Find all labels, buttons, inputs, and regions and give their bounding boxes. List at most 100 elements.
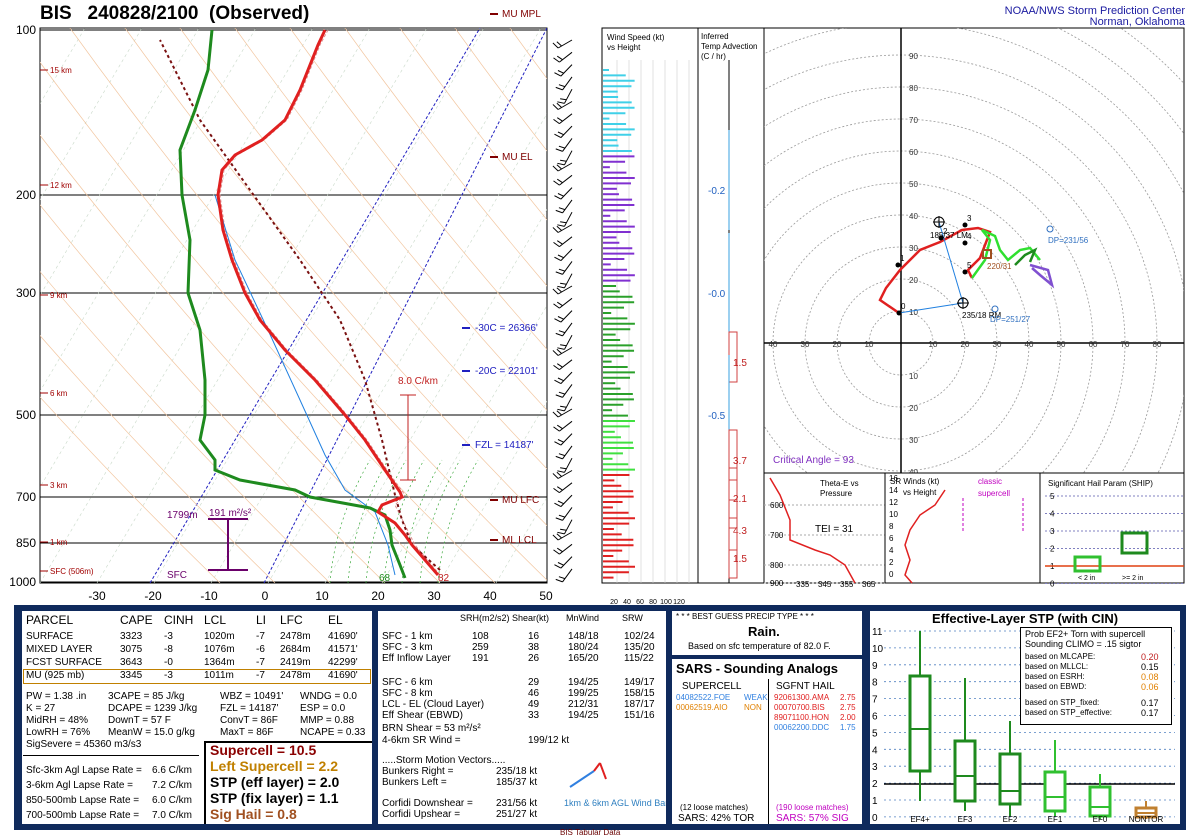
height-label: 6 km (50, 389, 68, 398)
parcel-cell: 3345 (120, 670, 143, 681)
sr46-label: 4-6km SR Wind = (382, 735, 461, 746)
barb-staff (559, 51, 573, 63)
barb-flag (555, 148, 563, 152)
hodo-xtick: 40 (769, 340, 778, 349)
composite-param: Sig Hail = 0.8 (210, 806, 297, 822)
stp-ylabel: 1 (872, 796, 878, 807)
barb-flag (555, 517, 563, 521)
hodo-km-label: 2 (943, 227, 948, 236)
composite-param: Left Supercell = 2.2 (210, 758, 338, 774)
barb-flag (557, 531, 565, 535)
wind-barb (553, 543, 573, 555)
barb-flag (558, 576, 566, 580)
barb-flag (556, 301, 563, 307)
barb-flag (554, 195, 562, 200)
srw-ylabel: 8 (889, 522, 894, 531)
barb-staff (564, 150, 573, 166)
wind-barb (553, 113, 573, 125)
wind-barb (554, 64, 573, 77)
barb-flag (556, 363, 563, 368)
wind-barbs (552, 39, 573, 583)
temp-axis-label: 30 (427, 589, 441, 603)
barb-flag (557, 408, 565, 412)
moist-adiabat (401, 459, 443, 583)
dry-adiabat (40, 204, 386, 583)
wind-barb (553, 482, 573, 494)
temp-axis-label: 0 (262, 589, 269, 603)
barb-staff (562, 384, 573, 398)
kin-shear: 33 (528, 710, 540, 721)
corfidi-up-text: Corfidi Upshear = (382, 809, 461, 820)
kin-mnwind: 165/20 (568, 653, 599, 664)
barb-flag (552, 227, 559, 233)
corfidi-up-val: 251/27 kt (496, 809, 538, 820)
srw-legend2: supercell (978, 489, 1010, 498)
barb-flag (556, 348, 562, 354)
wind-barb (552, 408, 573, 418)
wind-speed-subtitle: vs Height (607, 43, 641, 52)
parcel-index: ESP = 0.0 (300, 703, 346, 714)
wind-speed-panel: Wind Speed (kt)vs Height 20 40 60 80 100 120 (601, 27, 699, 606)
kin-mnwind: 148/18 (568, 631, 599, 642)
stp-ylabel: 2 (872, 779, 878, 790)
srw-ylabel: 0 (889, 570, 894, 579)
sfc-dewpoint-label: 68 (379, 573, 391, 584)
barb-flag (552, 473, 559, 479)
kin-shear: 26 (528, 653, 540, 664)
parcel-index: K = 27 (26, 703, 56, 714)
parcel-cell: 42299' (328, 657, 358, 668)
barb-flag (558, 453, 566, 457)
dry-adiabat (289, 28, 547, 350)
precip-panel: * * * BEST GUESS PRECIP TYPE * * * Rain. B… (672, 611, 862, 655)
barb-flag (552, 411, 559, 418)
theta-ylabel: 700 (770, 531, 784, 540)
kin-shear: 16 (528, 631, 540, 642)
barb-flag (557, 193, 564, 197)
sars-sc-cat: NON (744, 703, 762, 712)
wind-barb (555, 76, 573, 91)
stp-prob-label: based on MLCAPE: (1025, 652, 1096, 661)
kin-shear: 46 (528, 688, 540, 699)
ship-box-small (1073, 555, 1102, 573)
barb-flag (556, 471, 562, 477)
barb-staff (559, 174, 573, 186)
parcel-cell: 1364m (204, 657, 235, 668)
hodo-ring-label-lower: 30 (909, 436, 918, 445)
hodo-km-label: 3 (967, 214, 972, 223)
hodo-ring-label-lower: 40 (909, 468, 918, 477)
ship-ylabel: 0 (1050, 580, 1055, 589)
stp-box (908, 674, 932, 773)
wind-barb (555, 322, 573, 337)
parcel-index: ConvT = 86F (220, 715, 278, 726)
parcel-index: LowRH = 76% (26, 727, 91, 738)
barb-flag (558, 207, 566, 211)
wind-barb (554, 371, 573, 385)
dry-adiabat (234, 28, 547, 411)
corfidi-down-label: DP=231/56 (1048, 236, 1089, 245)
adv-value: 3.7 (733, 456, 747, 467)
spc-credit: NOAA/NWS Storm Prediction Center Norman,… (1005, 6, 1185, 28)
stp-prob-title: Prob EF2+ Torn with supercell (1025, 629, 1146, 639)
height-label: SFC (506m) (50, 567, 94, 576)
station-title: BIS 240828/2100 (Observed) (40, 3, 310, 24)
kin-srh: 259 (472, 642, 489, 653)
kin-mnwind: 212/31 (568, 699, 599, 710)
parcel-cell: -0 (164, 657, 173, 668)
ship-ylabel: 2 (1050, 545, 1055, 554)
kin-header: SRW (622, 613, 643, 623)
sars-panel: SARS - Sounding Analogs SUPERCELL SGFNT HA… (672, 659, 862, 824)
barb-staff (559, 420, 573, 432)
parcel-cell: 41690' (328, 670, 358, 681)
bunkers-right-val: 235/18 kt (496, 766, 538, 777)
sars-sc-matches: (12 loose matches) (680, 803, 749, 812)
moist-adiabat (365, 459, 407, 583)
temperature-profile (216, 29, 440, 576)
barb-flag (556, 410, 562, 416)
barb-flag (552, 534, 559, 541)
composite-param: STP (eff layer) = 2.0 (210, 774, 340, 790)
barb-glyph (569, 762, 607, 788)
adv-bar (728, 499, 738, 551)
barb-flag (553, 241, 560, 248)
tabular-data: PARCEL CAPE CINH LCL LI LFC EL SURFACE 3323 -3 102… (14, 605, 1186, 830)
eff-inflow-depth: 1799m (167, 510, 198, 521)
